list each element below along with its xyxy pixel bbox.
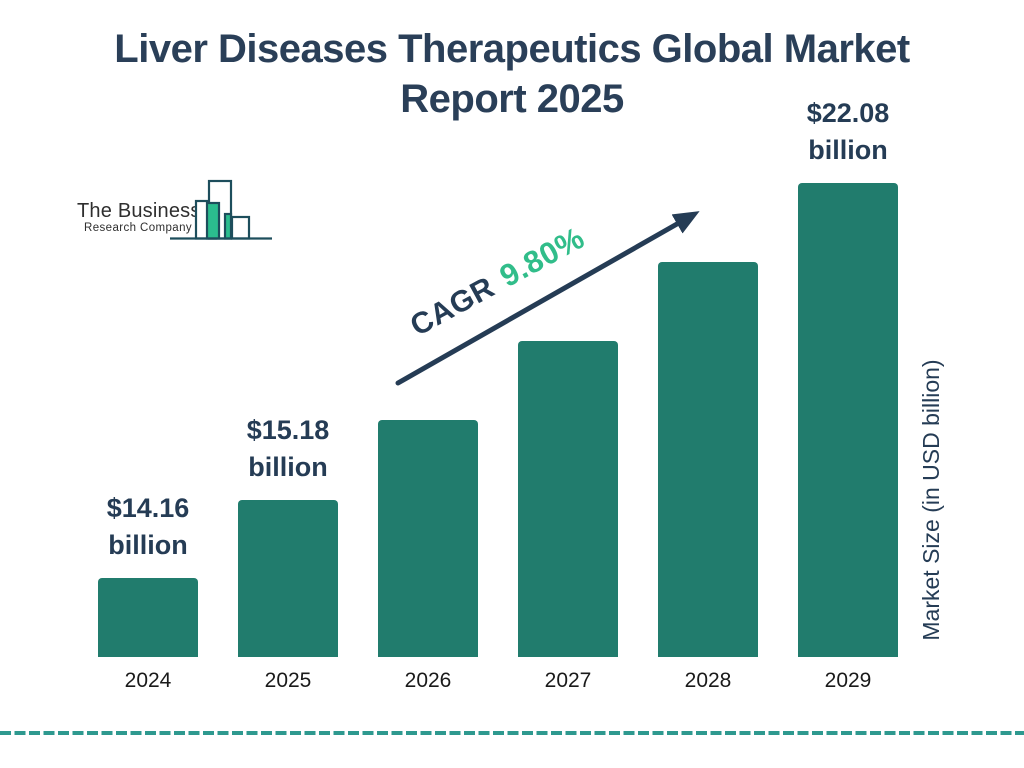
value-label-amount: $14.16 — [106, 493, 190, 523]
x-tick-label-2024: 2024 — [124, 669, 172, 692]
bottom-dashed-divider — [0, 731, 1024, 735]
bar-2025 — [238, 500, 338, 657]
value-label-2024: $14.16 billion — [28, 490, 268, 564]
bar-2026 — [378, 420, 478, 657]
bar-2027 — [518, 341, 618, 657]
x-tick-label-2026: 2026 — [404, 669, 452, 692]
value-label-amount: $22.08 — [806, 98, 890, 128]
value-label-unit: billion — [108, 530, 188, 560]
y-axis-label: Market Size (in USD billion) — [918, 359, 944, 641]
bar-chart-logo-icon — [170, 179, 272, 240]
value-label-unit: billion — [808, 135, 888, 165]
logo-text-line1: The Business — [77, 200, 201, 222]
value-label-2029: $22.08 billion — [728, 95, 968, 169]
bar-2028 — [658, 262, 758, 657]
x-tick-label-2025: 2025 — [264, 669, 312, 692]
growth-arrow-icon — [395, 211, 700, 386]
logo-text-line2: Research Company — [84, 222, 193, 234]
x-tick-label-2029: 2029 — [824, 669, 872, 692]
x-tick-label-2028: 2028 — [684, 669, 732, 692]
page-title: Liver Diseases Therapeutics Global Marke… — [114, 27, 910, 121]
bar-2024 — [98, 578, 198, 657]
value-label-amount: $15.18 — [246, 415, 330, 445]
x-tick-label-2027: 2027 — [544, 669, 592, 692]
bar-2029 — [798, 183, 898, 657]
value-label-2025: $15.18 billion — [168, 412, 408, 486]
value-label-unit: billion — [248, 452, 328, 482]
